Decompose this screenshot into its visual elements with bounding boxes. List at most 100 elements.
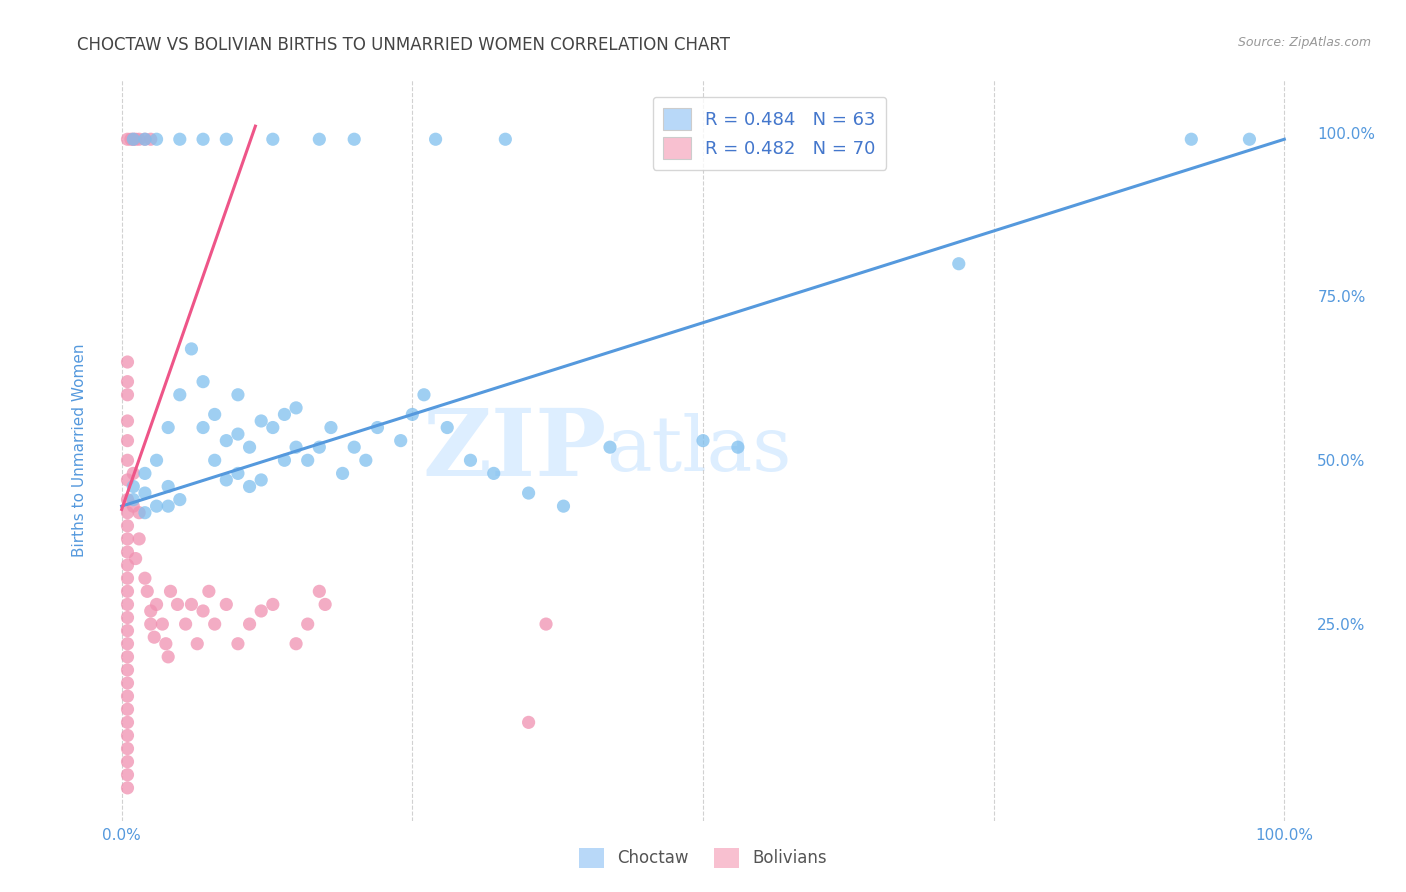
Point bbox=[354, 453, 377, 467]
Point bbox=[517, 486, 540, 500]
Text: atlas: atlas bbox=[606, 414, 792, 487]
Point bbox=[186, 637, 208, 651]
Point bbox=[157, 479, 180, 493]
Point bbox=[174, 617, 197, 632]
Point bbox=[239, 479, 262, 493]
Point bbox=[425, 132, 447, 146]
Point bbox=[1239, 132, 1261, 146]
Point bbox=[134, 467, 156, 481]
Legend: Choctaw, Bolivians: Choctaw, Bolivians bbox=[572, 841, 834, 875]
Point bbox=[155, 637, 177, 651]
Point bbox=[285, 637, 308, 651]
Point bbox=[262, 420, 284, 434]
Point bbox=[482, 467, 505, 481]
Point bbox=[366, 420, 388, 434]
Point bbox=[117, 755, 139, 769]
Point bbox=[692, 434, 714, 448]
Point bbox=[134, 506, 156, 520]
Point bbox=[117, 532, 139, 546]
Text: Source: ZipAtlas.com: Source: ZipAtlas.com bbox=[1237, 36, 1371, 49]
Point bbox=[180, 598, 202, 612]
Point bbox=[117, 584, 139, 599]
Point bbox=[145, 499, 167, 513]
Text: CHOCTAW VS BOLIVIAN BIRTHS TO UNMARRIED WOMEN CORRELATION CHART: CHOCTAW VS BOLIVIAN BIRTHS TO UNMARRIED … bbox=[77, 36, 730, 54]
Point bbox=[117, 624, 139, 638]
Point bbox=[122, 132, 145, 146]
Point bbox=[117, 506, 139, 520]
Point bbox=[122, 479, 145, 493]
Point bbox=[1180, 132, 1202, 146]
Point bbox=[401, 408, 423, 422]
Point bbox=[273, 408, 295, 422]
Point bbox=[134, 571, 156, 585]
Point bbox=[117, 637, 139, 651]
Point bbox=[117, 453, 139, 467]
Point bbox=[117, 375, 139, 389]
Point bbox=[239, 440, 262, 454]
Point bbox=[117, 689, 139, 703]
Point bbox=[191, 132, 214, 146]
Point bbox=[343, 440, 366, 454]
Point bbox=[250, 604, 273, 618]
Text: ZIP: ZIP bbox=[422, 406, 606, 495]
Point bbox=[117, 715, 139, 730]
Point bbox=[134, 132, 156, 146]
Point bbox=[117, 473, 139, 487]
Point bbox=[128, 506, 150, 520]
Point bbox=[122, 467, 145, 481]
Point bbox=[215, 132, 238, 146]
Point bbox=[250, 473, 273, 487]
Point bbox=[413, 388, 436, 402]
Point bbox=[117, 598, 139, 612]
Point bbox=[180, 342, 202, 356]
Point bbox=[297, 617, 319, 632]
Point bbox=[117, 518, 139, 533]
Point bbox=[117, 729, 139, 743]
Point bbox=[150, 617, 173, 632]
Point bbox=[145, 132, 167, 146]
Point bbox=[143, 630, 166, 644]
Point bbox=[122, 499, 145, 513]
Point bbox=[128, 132, 150, 146]
Point bbox=[117, 558, 139, 573]
Point bbox=[169, 492, 191, 507]
Point bbox=[117, 780, 139, 795]
Point bbox=[169, 132, 191, 146]
Point bbox=[226, 637, 249, 651]
Point bbox=[262, 132, 284, 146]
Point bbox=[191, 375, 214, 389]
Point bbox=[191, 420, 214, 434]
Point bbox=[139, 617, 162, 632]
Point bbox=[204, 408, 226, 422]
Point bbox=[204, 453, 226, 467]
Point bbox=[117, 388, 139, 402]
Point bbox=[124, 551, 146, 566]
Point bbox=[117, 676, 139, 690]
Point bbox=[436, 420, 458, 434]
Point bbox=[297, 453, 319, 467]
Point bbox=[332, 467, 354, 481]
Point bbox=[124, 132, 146, 146]
Point bbox=[117, 702, 139, 716]
Point bbox=[517, 715, 540, 730]
Point bbox=[191, 604, 214, 618]
Point bbox=[134, 132, 156, 146]
Point bbox=[727, 440, 749, 454]
Point bbox=[139, 604, 162, 618]
Point bbox=[157, 499, 180, 513]
Point bbox=[215, 598, 238, 612]
Point bbox=[117, 545, 139, 559]
Point bbox=[117, 768, 139, 782]
Point bbox=[948, 257, 970, 271]
Point bbox=[145, 598, 167, 612]
Point bbox=[273, 453, 295, 467]
Point bbox=[494, 132, 516, 146]
Point bbox=[226, 427, 249, 442]
Point bbox=[166, 598, 188, 612]
Point bbox=[308, 584, 330, 599]
Point bbox=[117, 741, 139, 756]
Point bbox=[285, 401, 308, 415]
Point bbox=[117, 355, 139, 369]
Point bbox=[239, 617, 262, 632]
Point bbox=[120, 132, 142, 146]
